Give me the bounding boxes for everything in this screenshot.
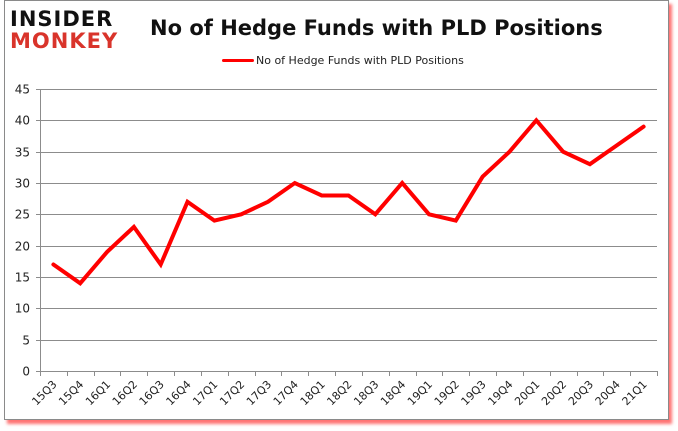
- x-tick-label: 17Q1: [190, 378, 220, 408]
- y-tick-label: 5: [22, 334, 30, 348]
- x-tick-label: 20Q4: [593, 378, 623, 408]
- chart-frame: [4, 0, 669, 420]
- x-tick-label: 18Q1: [298, 378, 328, 408]
- x-tick-label: 19Q1: [405, 378, 435, 408]
- x-tick-label: 16Q4: [164, 378, 194, 408]
- x-tick-label: 15Q4: [56, 378, 86, 408]
- legend-label: No of Hedge Funds with PLD Positions: [256, 54, 464, 67]
- gridlines: [40, 89, 657, 372]
- y-tick-label: 10: [15, 302, 30, 316]
- x-tick-label: 16Q3: [137, 378, 167, 408]
- x-tick-label: 19Q2: [432, 378, 462, 408]
- chart-legend: No of Hedge Funds with PLD Positions: [222, 54, 464, 67]
- axes: [36, 89, 658, 376]
- logo-line-1: INSIDER: [10, 7, 114, 31]
- insider-monkey-logo: INSIDER MONKEY: [10, 8, 125, 56]
- x-tick-label: 18Q4: [378, 378, 408, 408]
- x-tick-label: 16Q2: [110, 378, 140, 408]
- series-line: [51, 117, 646, 286]
- x-tick-label: 20Q3: [566, 378, 596, 408]
- x-tick-label: 16Q1: [83, 378, 113, 408]
- legend-line-swatch-icon: [222, 59, 254, 62]
- y-tick-label: 20: [15, 240, 30, 254]
- x-tick-label: 17Q3: [244, 378, 274, 408]
- y-tick-label: 40: [15, 114, 30, 128]
- y-tick-label: 30: [15, 177, 30, 191]
- x-tick-label: 17Q2: [217, 378, 247, 408]
- y-tick-label: 25: [15, 208, 30, 222]
- logo-line-2: MONKEY: [10, 29, 119, 53]
- x-tick-label: 17Q4: [271, 378, 301, 408]
- x-tick-label: 18Q2: [324, 378, 354, 408]
- y-tick-label: 0: [22, 365, 30, 379]
- y-tick-label: 15: [15, 271, 30, 285]
- x-tick-label: 20Q2: [539, 378, 569, 408]
- y-tick-label: 45: [15, 83, 30, 97]
- y-axis-ticks: 0 5 10 15 20 25 30 35 40 45: [15, 83, 30, 379]
- y-tick-label: 35: [15, 146, 30, 160]
- x-tick-label: 19Q4: [485, 378, 515, 408]
- x-tick-label: 19Q3: [459, 378, 489, 408]
- x-tick-label: 15Q3: [29, 378, 59, 408]
- x-tick-label: 20Q1: [512, 378, 542, 408]
- x-tick-label: 21Q1: [620, 378, 650, 408]
- x-tick-label: 18Q3: [351, 378, 381, 408]
- chart-title: No of Hedge Funds with PLD Positions: [150, 16, 603, 40]
- x-axis-ticks: 15Q315Q416Q116Q216Q316Q417Q117Q217Q317Q4…: [29, 378, 649, 408]
